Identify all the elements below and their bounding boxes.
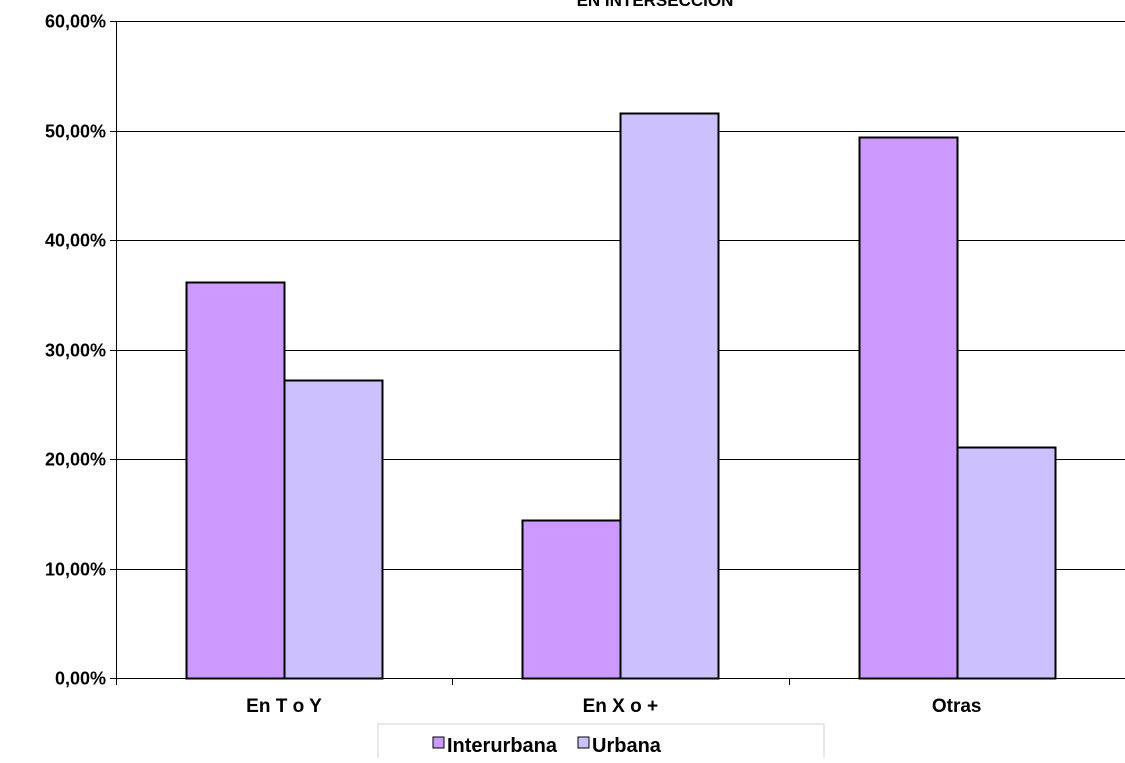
y-tick-label: 30,00% xyxy=(45,341,106,361)
x-tick-label: En T o Y xyxy=(246,696,322,717)
y-tick-label: 20,00% xyxy=(45,450,106,470)
legend-swatch xyxy=(432,736,445,749)
x-tick-label: En X o + xyxy=(583,696,659,717)
bar-urbana-1 xyxy=(283,379,384,680)
chart-title: EN INTERSECCIÓN xyxy=(577,0,734,10)
legend-box xyxy=(377,723,825,763)
y-tick-label: 10,00% xyxy=(45,560,106,580)
y-tick-label: 40,00% xyxy=(45,231,106,251)
bar-urbana-2 xyxy=(619,112,720,680)
bar-interurbana-3 xyxy=(858,136,959,680)
y-tick-label: 0,00% xyxy=(55,669,106,689)
legend-label: Interurbana xyxy=(447,735,558,757)
bar-urbana-3 xyxy=(956,446,1057,680)
x-tick-label: Otras xyxy=(932,696,982,717)
bar-interurbana-2 xyxy=(521,519,622,680)
bars xyxy=(185,112,1057,680)
bar-interurbana-1 xyxy=(185,281,286,680)
y-tick-label: 60,00% xyxy=(45,12,106,32)
axes xyxy=(110,21,1125,685)
legend: Interurbana Urbana xyxy=(377,723,825,763)
y-tick-label: 50,00% xyxy=(45,122,106,142)
legend-swatch xyxy=(577,736,590,749)
legend-label: Urbana xyxy=(592,735,662,757)
tick-labels: 0,00% 10,00% 20,00% 30,00% 40,00% 50,00% 60,00… xyxy=(45,12,982,718)
